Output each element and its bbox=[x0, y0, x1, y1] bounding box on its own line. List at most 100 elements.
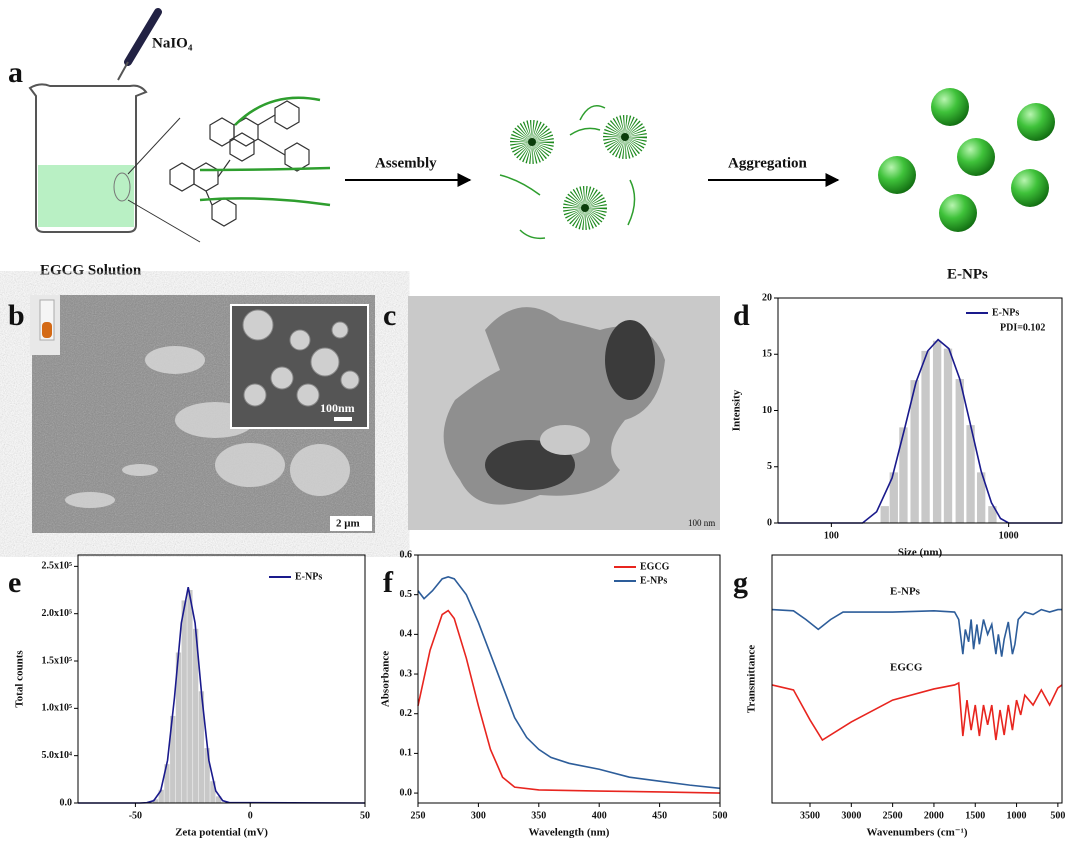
micelles bbox=[499, 105, 636, 240]
y-tick-label: 5.0x10⁴ bbox=[42, 750, 73, 761]
bar bbox=[955, 379, 964, 523]
series-label: EGCG bbox=[890, 662, 923, 674]
legend-label: E-NPs bbox=[640, 575, 667, 586]
step-label: Aggregation bbox=[728, 155, 808, 171]
zoom-ring bbox=[113, 172, 131, 202]
bar bbox=[966, 425, 975, 523]
series-label: E-NPs bbox=[890, 586, 921, 598]
y-tick-label: 0.0 bbox=[60, 797, 73, 808]
bar bbox=[988, 506, 997, 523]
bar bbox=[899, 427, 908, 523]
bar bbox=[181, 600, 187, 803]
x-tick-label: 300 bbox=[471, 810, 486, 821]
series-line bbox=[771, 681, 1063, 742]
y-tick-label: 0.6 bbox=[400, 549, 413, 560]
bar bbox=[215, 796, 222, 803]
legend-label: E-NPs bbox=[295, 571, 322, 582]
x-tick-label: 350 bbox=[531, 810, 546, 821]
scale-label: 100nm bbox=[320, 401, 355, 415]
scheme: a NaIO₄ Assembly Aggregation EGCG Soluti… bbox=[8, 8, 1055, 282]
series-line bbox=[417, 575, 721, 790]
product-label: E-NPs bbox=[947, 266, 988, 282]
x-tick-label: 250 bbox=[411, 810, 426, 821]
x-tick-label: 3500 bbox=[800, 810, 820, 821]
y-tick-label: 0.5 bbox=[400, 589, 413, 600]
bar bbox=[943, 348, 953, 523]
legend-label: E-NPs bbox=[992, 307, 1019, 318]
scale-label: 2 μm bbox=[336, 518, 360, 530]
panel-label: e bbox=[8, 566, 21, 599]
x-tick-label: 50 bbox=[360, 810, 370, 821]
bar bbox=[977, 472, 986, 523]
series-line bbox=[771, 608, 1062, 657]
sem-image: 100nm 2 μm bbox=[30, 295, 375, 533]
scale-label: 100 nm bbox=[688, 518, 715, 528]
step-label: Assembly bbox=[375, 155, 437, 171]
bar bbox=[193, 628, 199, 803]
bar bbox=[158, 789, 164, 803]
y-axis-label: Absorbance bbox=[380, 651, 392, 707]
bar bbox=[880, 506, 889, 523]
y-tick-label: 2.5x10⁵ bbox=[42, 561, 73, 572]
y-tick-label: 0 bbox=[767, 517, 772, 528]
y-tick-label: 10 bbox=[762, 405, 772, 416]
y-axis-label: Total counts bbox=[14, 650, 26, 708]
y-tick-label: 5 bbox=[767, 461, 772, 472]
egcg-structure bbox=[169, 100, 310, 227]
x-tick-label: 100 bbox=[824, 530, 839, 541]
y-tick-label: 0.1 bbox=[400, 748, 413, 759]
y-tick-label: 0.2 bbox=[400, 708, 413, 719]
x-axis-label: Wavenumbers (cm⁻¹) bbox=[866, 827, 967, 839]
x-tick-label: -50 bbox=[129, 810, 142, 821]
panel-label: d bbox=[733, 299, 750, 332]
bar bbox=[210, 781, 216, 803]
y-tick-label: 20 bbox=[762, 292, 772, 303]
series-line bbox=[78, 587, 366, 804]
bar bbox=[889, 472, 898, 523]
plot-frame bbox=[77, 554, 366, 804]
panel-label: g bbox=[733, 566, 748, 599]
bar bbox=[175, 652, 182, 803]
y-tick-label: 0.3 bbox=[400, 668, 413, 679]
panel-label: c bbox=[383, 299, 396, 332]
bar bbox=[921, 350, 930, 523]
solution-label: EGCG Solution bbox=[40, 262, 142, 278]
solution-liquid bbox=[38, 165, 134, 227]
bar bbox=[910, 380, 919, 523]
legend-label: EGCG bbox=[640, 561, 670, 572]
bar bbox=[932, 340, 942, 523]
y-axis-label: Intensity bbox=[731, 389, 743, 431]
series-line bbox=[778, 338, 1062, 524]
panel-label: f bbox=[383, 566, 394, 599]
bar bbox=[198, 691, 205, 803]
series-line bbox=[417, 609, 721, 794]
panel-label: a bbox=[8, 56, 23, 89]
x-axis-label: Size (nm) bbox=[898, 547, 943, 559]
x-tick-label: 500 bbox=[1050, 810, 1065, 821]
y-tick-label: 0.0 bbox=[400, 787, 413, 798]
x-axis-label: Wavelength (nm) bbox=[529, 827, 610, 839]
y-tick-label: 1.0x10⁵ bbox=[42, 703, 73, 714]
x-tick-label: 450 bbox=[652, 810, 667, 821]
bar bbox=[170, 715, 176, 803]
x-tick-label: 500 bbox=[713, 810, 728, 821]
pipette-tip bbox=[117, 61, 129, 81]
x-tick-label: 2000 bbox=[924, 810, 944, 821]
y-tick-label: 1.5x10⁵ bbox=[42, 655, 73, 666]
x-tick-label: 2500 bbox=[883, 810, 903, 821]
pipette bbox=[124, 8, 162, 66]
x-tick-label: 1000 bbox=[999, 530, 1019, 541]
x-tick-label: 0 bbox=[248, 810, 253, 821]
x-axis-label: Zeta potential (mV) bbox=[175, 827, 268, 839]
y-tick-label: 0.4 bbox=[400, 629, 413, 640]
y-tick-label: 15 bbox=[762, 349, 772, 360]
nanoparticles bbox=[878, 88, 1055, 232]
bar bbox=[152, 799, 159, 803]
reagent: NaIO₄ bbox=[152, 35, 193, 51]
annotation: PDI=0.102 bbox=[1000, 322, 1045, 333]
x-tick-label: 400 bbox=[592, 810, 607, 821]
zoom-line bbox=[127, 117, 181, 175]
y-axis-label: Transmittance bbox=[746, 645, 758, 713]
bar bbox=[204, 748, 210, 803]
